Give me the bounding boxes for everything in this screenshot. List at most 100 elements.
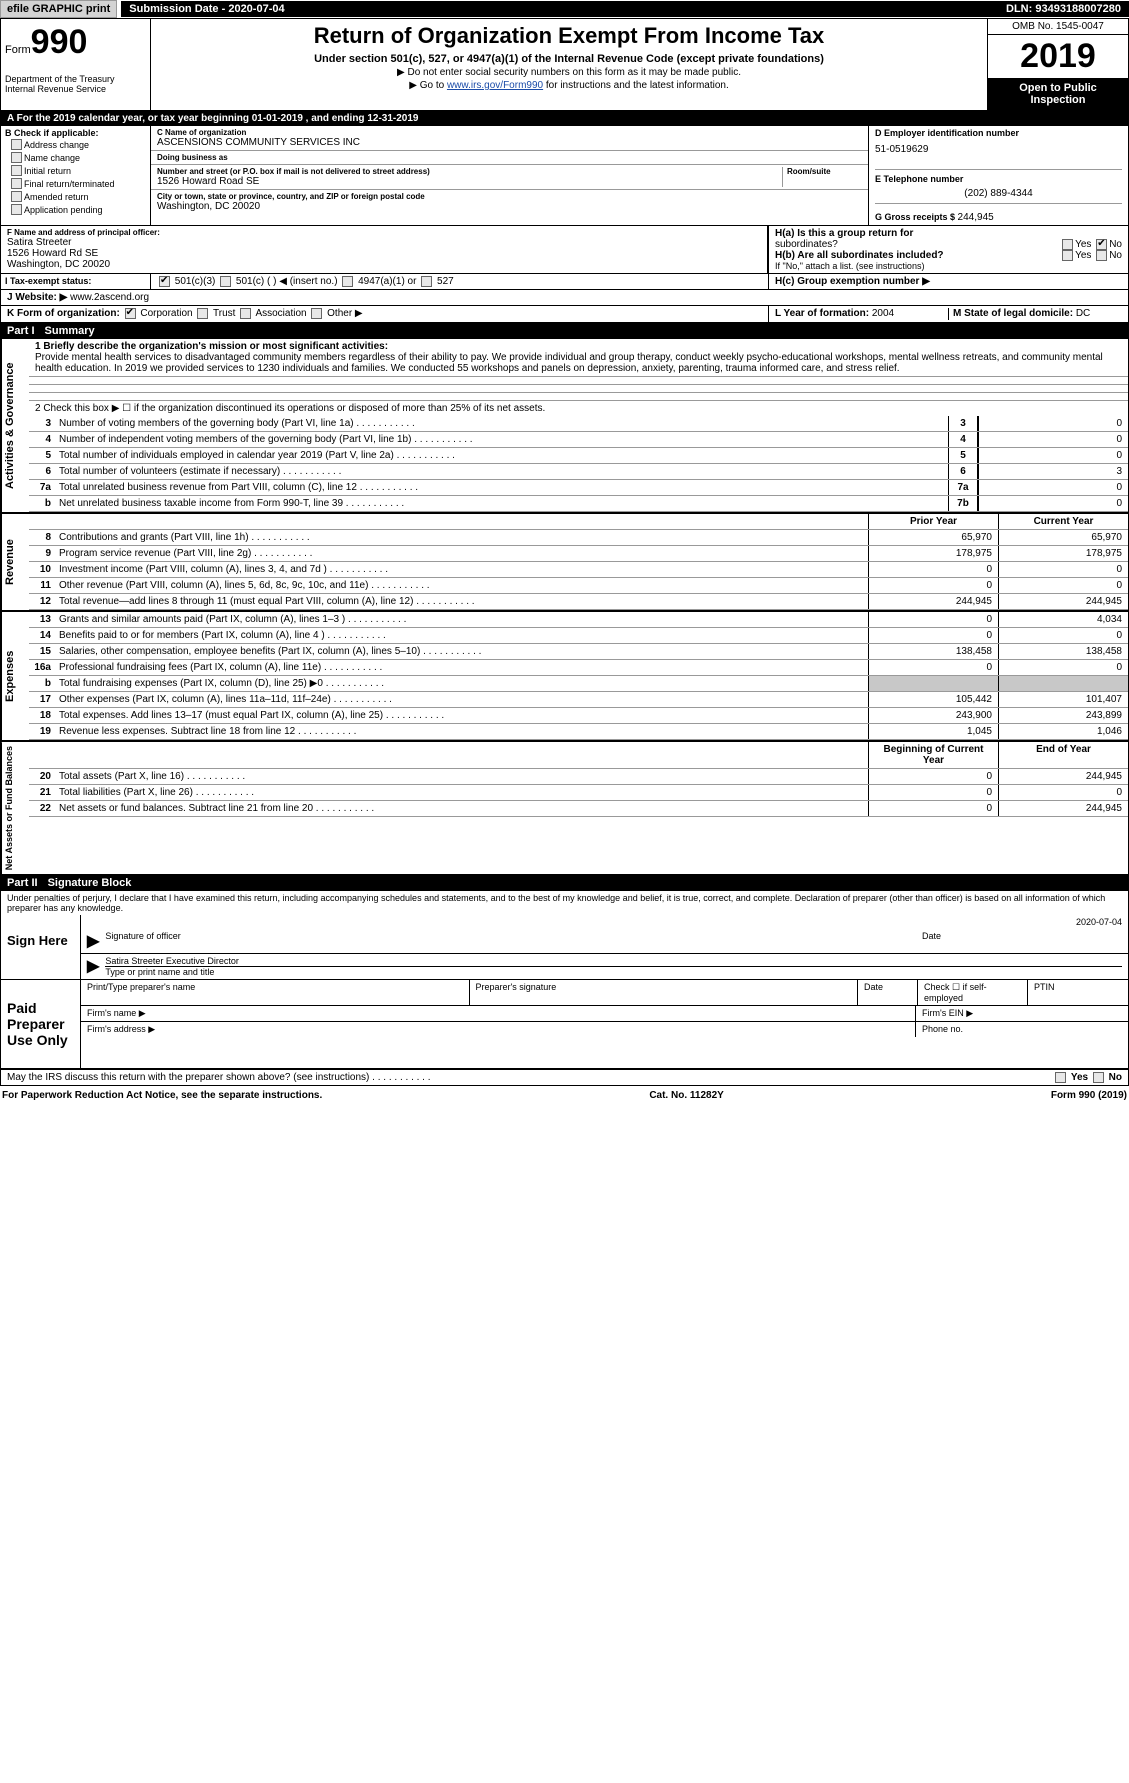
chk-other[interactable]: [311, 308, 322, 319]
form-number: Form990: [5, 23, 146, 62]
chk-name-change[interactable]: Name change: [5, 151, 146, 164]
line-text: Program service revenue (Part VIII, line…: [55, 546, 868, 561]
line-text: Number of voting members of the governin…: [55, 416, 948, 431]
line-value: 0: [978, 496, 1128, 511]
line-no: 4: [29, 432, 55, 447]
chk-initial-return[interactable]: Initial return: [5, 164, 146, 177]
chk-corp[interactable]: [125, 308, 136, 319]
firm-ein-label: Firm's EIN ▶: [916, 1006, 1128, 1021]
line-current: 178,975: [998, 546, 1128, 561]
chk-final-return[interactable]: Final return/terminated: [5, 177, 146, 190]
line-prior: 0: [868, 612, 998, 627]
ha-no[interactable]: [1096, 239, 1107, 250]
line-text: Revenue less expenses. Subtract line 18 …: [55, 724, 868, 739]
year-formation: 2004: [872, 308, 894, 319]
side-activities: Activities & Governance: [1, 339, 29, 512]
line-no: 10: [29, 562, 55, 577]
street-label: Number and street (or P.O. box if mail i…: [157, 167, 782, 176]
ha-yes[interactable]: [1062, 239, 1073, 250]
prep-date-label: Date: [858, 980, 918, 1005]
line-no: 13: [29, 612, 55, 627]
ein-value: 51-0519629: [875, 144, 1122, 155]
city-label: City or town, state or province, country…: [157, 192, 862, 201]
line-text: Professional fundraising fees (Part IX, …: [55, 660, 868, 675]
line-prior: 0: [868, 562, 998, 577]
line-no: 9: [29, 546, 55, 561]
footer-left: For Paperwork Reduction Act Notice, see …: [2, 1090, 322, 1101]
line-current: 244,945: [998, 801, 1128, 816]
form-title: Return of Organization Exempt From Incom…: [155, 23, 983, 49]
line-text: Other expenses (Part IX, column (A), lin…: [55, 692, 868, 707]
line-text: Number of independent voting members of …: [55, 432, 948, 447]
paid-preparer-label: Paid Preparer Use Only: [1, 980, 81, 1068]
city-value: Washington, DC 20020: [157, 201, 862, 212]
sig-date-label: Date: [922, 931, 1122, 951]
l1-label: 1 Briefly describe the organization's mi…: [35, 341, 388, 352]
chk-501c3[interactable]: [159, 276, 170, 287]
line-text: Total assets (Part X, line 16): [55, 769, 868, 784]
line-text: Investment income (Part VIII, column (A)…: [55, 562, 868, 577]
line-prior: 0: [868, 578, 998, 593]
domicile-label: M State of legal domicile:: [953, 308, 1076, 319]
sig-name-lab: Type or print name and title: [105, 966, 1122, 977]
line-no: 3: [29, 416, 55, 431]
l2-text: 2 Check this box ▶ ☐ if the organization…: [29, 400, 1128, 416]
form-subtitle: Under section 501(c), 527, or 4947(a)(1)…: [155, 53, 983, 65]
ein-label: D Employer identification number: [875, 128, 1122, 138]
department-label: Department of the Treasury Internal Reve…: [5, 74, 146, 94]
line-text: Total number of individuals employed in …: [55, 448, 948, 463]
discuss-text: May the IRS discuss this return with the…: [7, 1072, 369, 1083]
col-prior: Prior Year: [868, 514, 998, 529]
chk-4947[interactable]: [342, 276, 353, 287]
line-no: 17: [29, 692, 55, 707]
prep-chk[interactable]: Check ☐ if self-employed: [918, 980, 1028, 1005]
chk-501c[interactable]: [220, 276, 231, 287]
hb-yes[interactable]: [1062, 250, 1073, 261]
line-text: Total expenses. Add lines 13–17 (must eq…: [55, 708, 868, 723]
line-prior: 1,045: [868, 724, 998, 739]
chk-app-pending[interactable]: Application pending: [5, 203, 146, 216]
line-prior: 105,442: [868, 692, 998, 707]
line-current: 0: [998, 562, 1128, 577]
chk-trust[interactable]: [197, 308, 208, 319]
irs-link[interactable]: www.irs.gov/Form990: [447, 80, 543, 91]
org-name-label: C Name of organization: [157, 128, 862, 137]
efile-print-btn[interactable]: efile GRAPHIC print: [0, 0, 117, 18]
chk-527[interactable]: [421, 276, 432, 287]
instr-link-line: ▶ Go to www.irs.gov/Form990 for instruct…: [155, 80, 983, 91]
footer-right: Form 990 (2019): [1051, 1090, 1127, 1101]
line-box: 7a: [948, 480, 978, 495]
ptin-label: PTIN: [1028, 980, 1128, 1005]
line-current: 0: [998, 660, 1128, 675]
line-text: Net assets or fund balances. Subtract li…: [55, 801, 868, 816]
gross-receipts-label: G Gross receipts $: [875, 212, 958, 222]
chk-address-change[interactable]: Address change: [5, 138, 146, 151]
chk-assoc[interactable]: [240, 308, 251, 319]
line-no: 6: [29, 464, 55, 479]
firm-addr-label: Firm's address ▶: [81, 1022, 916, 1037]
prep-sig-label: Preparer's signature: [470, 980, 859, 1005]
gross-receipts-value: 244,945: [958, 212, 994, 223]
l1-text: Provide mental health services to disadv…: [35, 352, 1103, 374]
discuss-no[interactable]: [1093, 1072, 1104, 1083]
line-no: 7a: [29, 480, 55, 495]
discuss-yes[interactable]: [1055, 1072, 1066, 1083]
chk-amended[interactable]: Amended return: [5, 190, 146, 203]
line-box: 6: [948, 464, 978, 479]
line-text: Other revenue (Part VIII, column (A), li…: [55, 578, 868, 593]
website-label: J Website: ▶: [7, 292, 67, 303]
line-prior: 0: [868, 660, 998, 675]
line-value: 3: [978, 464, 1128, 479]
sig-date: 2020-07-04: [1076, 917, 1122, 927]
hb-note: If "No," attach a list. (see instruction…: [775, 261, 1122, 271]
line-no: 8: [29, 530, 55, 545]
part1-title: Summary: [45, 325, 95, 337]
line-value: 0: [978, 448, 1128, 463]
hb-no[interactable]: [1096, 250, 1107, 261]
street-value: 1526 Howard Road SE: [157, 176, 782, 187]
line-no: 18: [29, 708, 55, 723]
line-current: 4,034: [998, 612, 1128, 627]
line-no: 19: [29, 724, 55, 739]
line-no: 21: [29, 785, 55, 800]
instr-ssn: ▶ Do not enter social security numbers o…: [155, 67, 983, 78]
